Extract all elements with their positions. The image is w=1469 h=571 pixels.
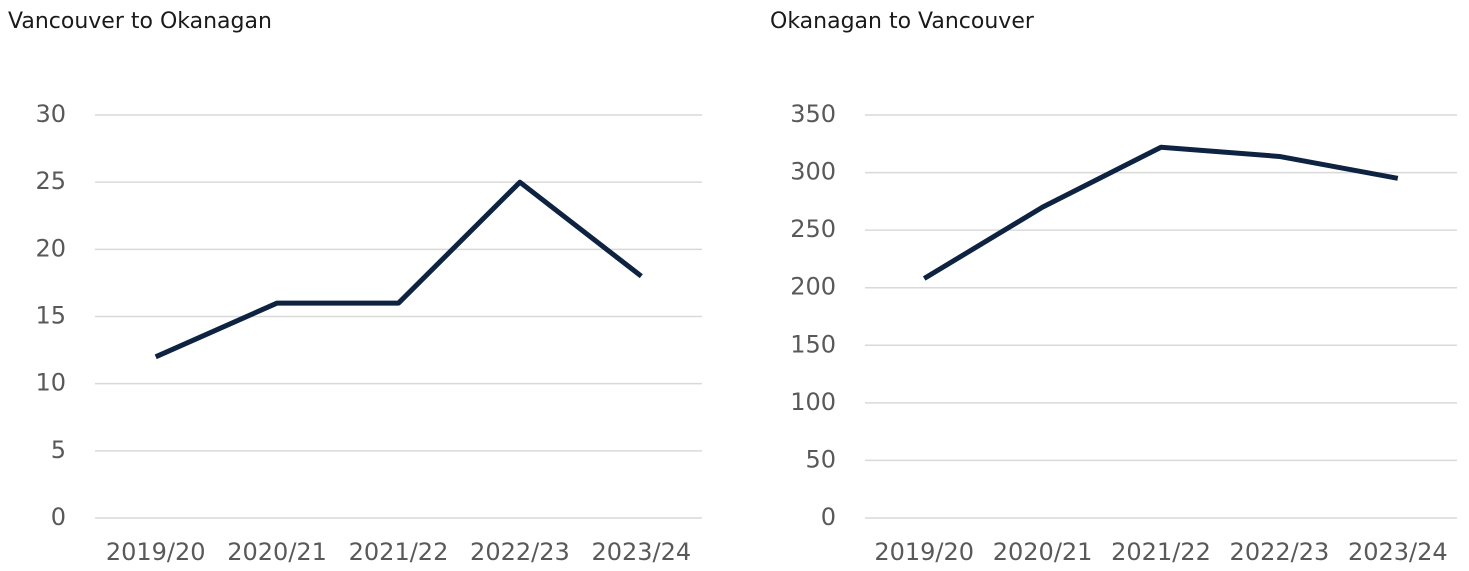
y-tick-label: 150 (790, 330, 836, 358)
y-tick-label: 0 (51, 503, 66, 531)
x-tick-label: 2021/22 (349, 538, 449, 566)
y-tick-label: 30 (35, 100, 66, 128)
x-tick-label: 2021/22 (1111, 538, 1211, 566)
y-tick-label: 5 (51, 436, 66, 464)
y-tick-label: 0 (821, 503, 836, 531)
y-tick-label: 250 (790, 215, 836, 243)
x-tick-label: 2022/23 (1230, 538, 1330, 566)
y-tick-label: 10 (35, 369, 66, 397)
y-tick-label: 100 (790, 388, 836, 416)
y-tick-label: 200 (790, 273, 836, 301)
x-tick-label: 2020/21 (993, 538, 1093, 566)
line-series (922, 144, 1399, 281)
y-tick-label: 20 (35, 234, 66, 262)
y-tick-label: 15 (35, 302, 66, 330)
x-tick-label: 2023/24 (1348, 538, 1448, 566)
x-tick-label: 2019/20 (106, 538, 206, 566)
y-tick-label: 50 (805, 445, 836, 473)
x-tick-label: 2020/21 (227, 538, 327, 566)
line-series (154, 179, 643, 360)
x-tick-label: 2022/23 (470, 538, 570, 566)
y-tick-label: 300 (790, 158, 836, 186)
x-tick-label: 2023/24 (591, 538, 691, 566)
y-tick-label: 350 (790, 100, 836, 128)
y-tick-label: 25 (35, 167, 66, 195)
chart-title: Okanagan to Vancouver (770, 9, 1035, 34)
x-tick-label: 2019/20 (874, 538, 974, 566)
chart-title: Vancouver to Okanagan (8, 9, 272, 34)
